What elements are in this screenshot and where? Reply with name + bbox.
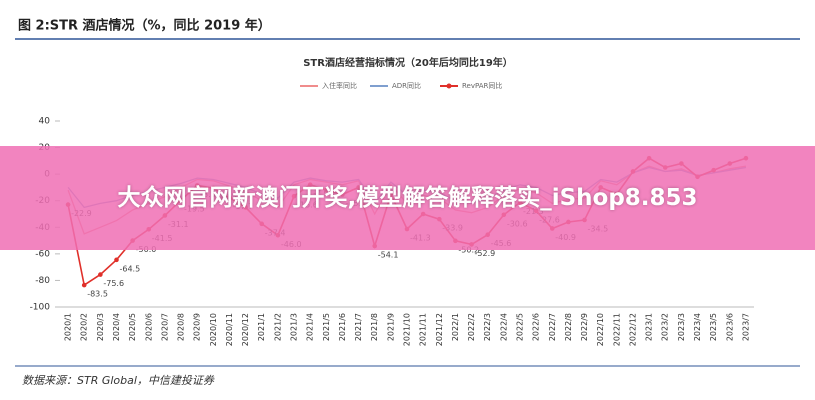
legend-label: ADR同比 xyxy=(392,81,421,90)
x-tick-label: 2020/1 xyxy=(64,313,73,341)
legend-label: 入住率同比 xyxy=(322,81,357,90)
x-tick-label: 2023/3 xyxy=(677,313,686,341)
point xyxy=(98,272,103,277)
x-tick-label: 2023/1 xyxy=(645,313,654,341)
x-tick-label: 2022/1 xyxy=(451,313,460,341)
x-tick-label: 2021/4 xyxy=(306,313,315,341)
figure-title: 图 2:STR 酒店情况（%，同比 2019 年） xyxy=(18,18,271,34)
x-tick-label: 2021/3 xyxy=(290,313,299,341)
data-label: -64.5 xyxy=(119,264,140,273)
x-tick-label: 2020/3 xyxy=(96,313,105,341)
x-tick-label: 2021/10 xyxy=(403,313,412,346)
x-tick-label: 2020/10 xyxy=(209,313,218,346)
point xyxy=(81,282,87,288)
x-tick-label: 2020/2 xyxy=(80,313,89,341)
data-label: -54.1 xyxy=(378,251,399,260)
x-tick-label: 2022/3 xyxy=(483,313,492,341)
x-tick-label: 2023/7 xyxy=(741,313,750,341)
x-tick-label: 2021/5 xyxy=(322,313,331,341)
x-tick-label: 2022/7 xyxy=(548,313,557,341)
x-tick-label: 2022/12 xyxy=(628,313,637,346)
x-tick-label: 2020/4 xyxy=(112,313,121,341)
x-tick-label: 2021/6 xyxy=(338,313,347,341)
x-tick-label: 2023/2 xyxy=(661,313,670,341)
overlay-banner: 大众网官网新澳门开奖,模型解答解释落实_iShop8.853 xyxy=(0,146,815,250)
x-tick-label: 2022/5 xyxy=(515,313,524,341)
x-tick-label: 2022/4 xyxy=(499,313,508,341)
data-label: -75.6 xyxy=(103,279,124,288)
legend-label: RevPAR同比 xyxy=(462,81,502,90)
x-tick-label: 2020/5 xyxy=(128,313,137,341)
x-tick-label: 2020/9 xyxy=(193,313,202,341)
x-tick-label: 2020/6 xyxy=(144,313,153,341)
x-tick-label: 2021/7 xyxy=(354,313,363,341)
y-tick-label: -60 xyxy=(35,249,50,259)
x-tick-label: 2023/6 xyxy=(725,313,734,341)
data-label: -52.9 xyxy=(475,249,496,258)
x-tick-label: 2021/12 xyxy=(435,313,444,346)
y-tick-label: 40 xyxy=(39,117,51,127)
x-tick-label: 2020/12 xyxy=(241,313,250,346)
x-tick-label: 2021/9 xyxy=(386,313,395,341)
legend-marker xyxy=(446,83,452,89)
x-tick-label: 2022/2 xyxy=(467,313,476,341)
x-tick-label: 2022/8 xyxy=(564,313,573,341)
x-tick-label: 2021/8 xyxy=(370,313,379,341)
overlay-text: 大众网官网新澳门开奖,模型解答解释落实_iShop8.853 xyxy=(117,185,698,211)
x-tick-label: 2020/8 xyxy=(177,313,186,341)
point xyxy=(114,257,119,263)
data-label: -83.5 xyxy=(87,290,108,299)
x-tick-label: 2021/1 xyxy=(257,313,266,341)
x-tick-label: 2022/10 xyxy=(596,313,605,346)
x-tick-label: 2022/9 xyxy=(580,313,589,341)
source: 数据来源：STR Global，中信建投证券 xyxy=(22,374,215,387)
x-tick-label: 2022/6 xyxy=(532,313,541,341)
x-tick-label: 2021/2 xyxy=(273,313,282,341)
chart-title: STR酒店经营指标情况（20年后均同比19年） xyxy=(303,56,513,69)
x-tick-label: 2022/11 xyxy=(612,313,621,346)
x-tick-label: 2023/5 xyxy=(709,313,718,341)
x-tick-label: 2020/11 xyxy=(225,313,234,346)
x-tick-label: 2023/4 xyxy=(693,313,702,341)
x-tick-label: 2020/7 xyxy=(160,313,169,341)
y-tick-label: -100 xyxy=(30,303,51,313)
y-tick-label: -80 xyxy=(35,276,50,286)
x-tick-label: 2021/11 xyxy=(419,313,428,346)
